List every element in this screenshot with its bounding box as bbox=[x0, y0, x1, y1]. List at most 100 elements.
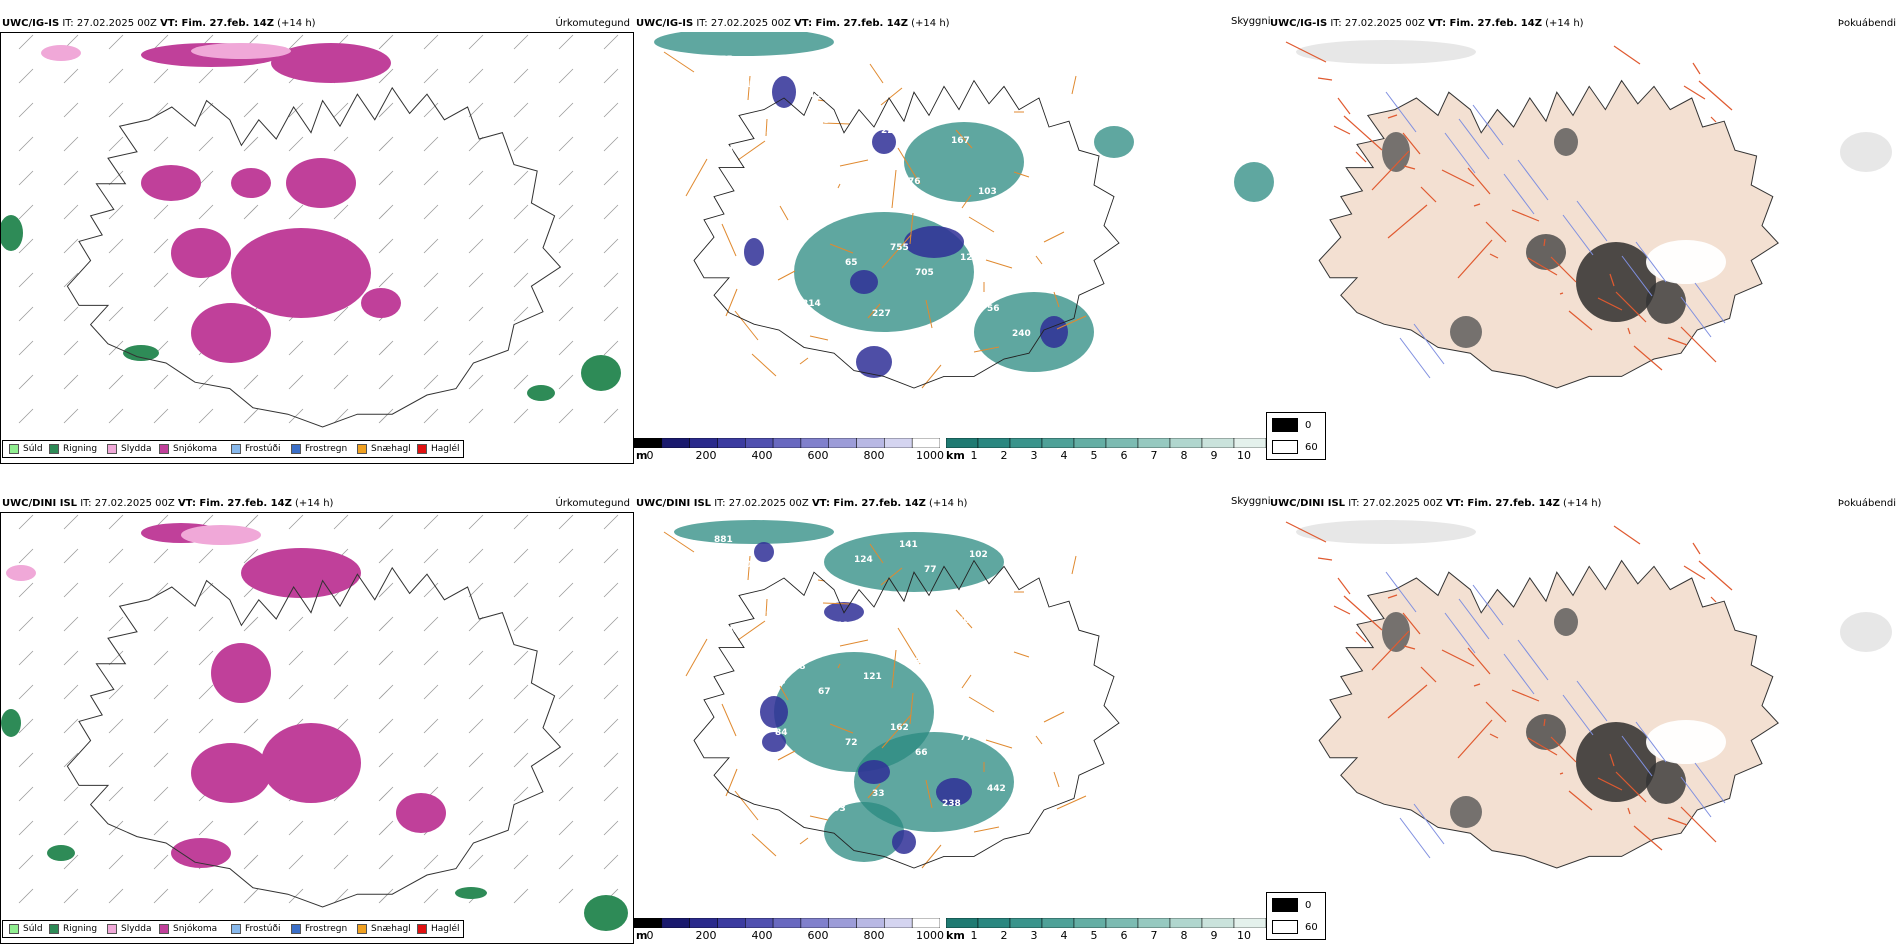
road bbox=[1615, 771, 1647, 803]
road bbox=[955, 129, 973, 149]
wind-barb bbox=[108, 170, 124, 186]
river bbox=[1503, 173, 1535, 215]
legend-swatch bbox=[357, 444, 367, 454]
low-cloud-base-area bbox=[858, 760, 890, 784]
wind-barb bbox=[423, 718, 439, 734]
wind-barb bbox=[63, 854, 79, 870]
legend-swatch bbox=[417, 444, 427, 454]
fog-core bbox=[1450, 796, 1482, 828]
road bbox=[1387, 204, 1428, 239]
road bbox=[881, 714, 912, 749]
cloud-base-label: 238 bbox=[942, 799, 961, 809]
vis-tick-label: 2 bbox=[1000, 929, 1008, 942]
wind-barb bbox=[333, 616, 349, 632]
vis-tick-label: 3 bbox=[1030, 449, 1038, 462]
river bbox=[1413, 323, 1445, 365]
vis-tick-label: 1 bbox=[970, 449, 978, 462]
snow-area bbox=[396, 793, 446, 833]
wind-barb bbox=[423, 514, 439, 530]
cloud-base-label: 176 bbox=[881, 606, 900, 616]
wind-barb bbox=[333, 204, 349, 220]
wind-barb bbox=[468, 306, 484, 322]
legend-label: Slydda bbox=[121, 924, 152, 934]
wind-barb bbox=[63, 514, 79, 530]
wind-barb bbox=[513, 888, 529, 904]
river bbox=[1680, 776, 1712, 818]
wind-barb bbox=[603, 650, 619, 666]
snow-area bbox=[171, 228, 231, 278]
road bbox=[737, 140, 766, 161]
wind-barb bbox=[513, 68, 529, 84]
wind-barb bbox=[108, 68, 124, 84]
visibility-colorbar bbox=[946, 918, 1266, 928]
wind-barb bbox=[198, 616, 214, 632]
height-tick-label: 600 bbox=[807, 929, 829, 942]
wind-barb bbox=[288, 888, 304, 904]
panel-title: UWC/DINI ISL IT: 27.02.2025 00Z VT: Fim.… bbox=[636, 498, 968, 509]
wind-barb bbox=[603, 854, 619, 870]
river bbox=[1458, 118, 1490, 160]
field-label: Skyggni bbox=[1231, 16, 1271, 27]
road bbox=[1698, 560, 1733, 591]
wind-barb bbox=[513, 718, 529, 734]
low-cloud-base-area bbox=[936, 778, 972, 806]
road bbox=[897, 147, 921, 185]
road bbox=[1457, 719, 1493, 759]
rain-area bbox=[1, 215, 23, 251]
legend-swatch bbox=[49, 444, 59, 454]
wind-barb bbox=[423, 374, 439, 390]
road bbox=[1568, 790, 1593, 811]
road bbox=[891, 169, 897, 209]
wind-barb bbox=[288, 136, 304, 152]
wind-barb bbox=[198, 374, 214, 390]
cloud-base-label: 33 bbox=[872, 789, 885, 799]
vis-color-step bbox=[1137, 918, 1171, 928]
road bbox=[1527, 257, 1558, 276]
road bbox=[1489, 733, 1499, 739]
wind-barb bbox=[423, 582, 439, 598]
wind-barb bbox=[378, 548, 394, 564]
road bbox=[751, 833, 777, 857]
wind-barb bbox=[423, 548, 439, 564]
vis-tick-label: 6 bbox=[1120, 929, 1128, 942]
wind-barb bbox=[288, 650, 304, 666]
fog-map bbox=[1285, 520, 1892, 869]
vis-color-step bbox=[1073, 438, 1107, 448]
road bbox=[751, 353, 777, 377]
wind-barb bbox=[243, 204, 259, 220]
wind-barb bbox=[153, 752, 169, 768]
road bbox=[779, 685, 789, 701]
road bbox=[925, 779, 933, 809]
cloud-base-label: 133 bbox=[784, 65, 803, 75]
wind-barb bbox=[18, 888, 34, 904]
wind-barb bbox=[468, 650, 484, 666]
low-cloud-base-area bbox=[762, 732, 786, 752]
wind-barb bbox=[108, 514, 124, 530]
wind-barb bbox=[378, 204, 394, 220]
wind-barb bbox=[108, 650, 124, 666]
height-tick-label: 400 bbox=[751, 929, 773, 942]
road bbox=[1071, 555, 1077, 575]
road bbox=[1420, 186, 1437, 203]
road bbox=[1633, 825, 1663, 851]
wind-barb bbox=[558, 238, 574, 254]
cloud-map: 555 335 76 230 214 185 285 295 755 56 133 228 103 128… bbox=[654, 32, 1274, 389]
road bbox=[1511, 689, 1540, 702]
wind-barb bbox=[63, 102, 79, 118]
cloud-base-label: 56 bbox=[987, 304, 1000, 314]
fog-scale-legend: 0 60 bbox=[1266, 412, 1326, 460]
height-tick-label: 800 bbox=[863, 929, 885, 942]
cloud-base-label: 103 bbox=[978, 187, 997, 197]
road bbox=[1457, 239, 1493, 279]
cloud-base-label: 77 bbox=[960, 733, 973, 743]
field-label: Úrkomutegund bbox=[555, 498, 630, 509]
road bbox=[799, 357, 809, 365]
wind-barb bbox=[603, 514, 619, 530]
road bbox=[837, 183, 841, 189]
sleet-area bbox=[6, 565, 36, 581]
river bbox=[1413, 803, 1445, 845]
wind-barb bbox=[198, 888, 214, 904]
wind-barb bbox=[558, 582, 574, 598]
wind-barb bbox=[468, 170, 484, 186]
wind-barb bbox=[243, 888, 259, 904]
